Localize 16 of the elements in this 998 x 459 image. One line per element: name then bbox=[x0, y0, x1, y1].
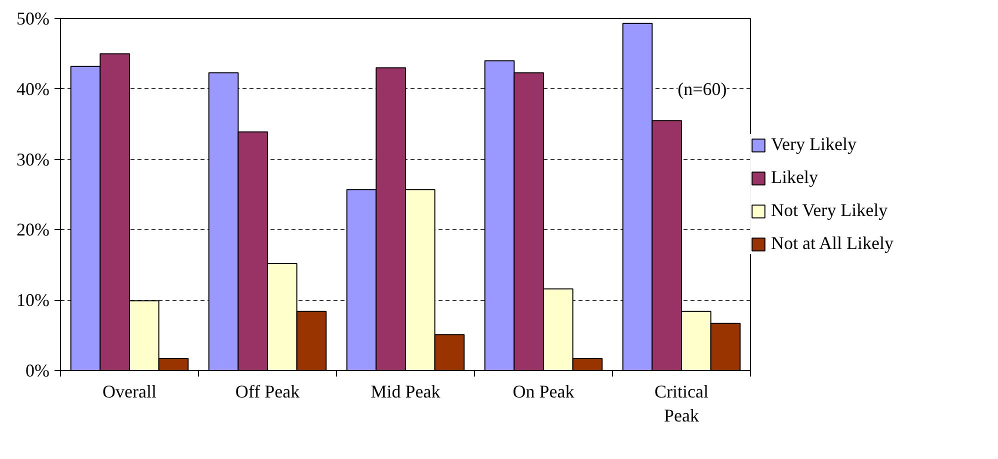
legend-label: Not at All Likely bbox=[771, 233, 894, 254]
x-tick-label: Mid Peak bbox=[370, 382, 440, 402]
y-tick-label: 50% bbox=[16, 8, 50, 28]
y-tick-label: 40% bbox=[16, 78, 50, 99]
legend-label: Very Likely bbox=[771, 134, 856, 155]
legend-label: Not Very Likely bbox=[771, 200, 888, 221]
y-tick-label: 30% bbox=[16, 149, 50, 170]
y-tick-label: 10% bbox=[16, 290, 50, 310]
x-tick-label: Critical Peak bbox=[654, 382, 708, 426]
y-tick-label: 0% bbox=[26, 360, 50, 380]
y-tick-label: 20% bbox=[16, 220, 50, 240]
annotation: (n=60) bbox=[678, 78, 727, 99]
legend-label: Likely bbox=[771, 167, 818, 188]
x-tick-label: Overall bbox=[102, 382, 156, 402]
x-tick-label: Off Peak bbox=[235, 382, 300, 402]
x-tick-label: On Peak bbox=[512, 382, 574, 402]
